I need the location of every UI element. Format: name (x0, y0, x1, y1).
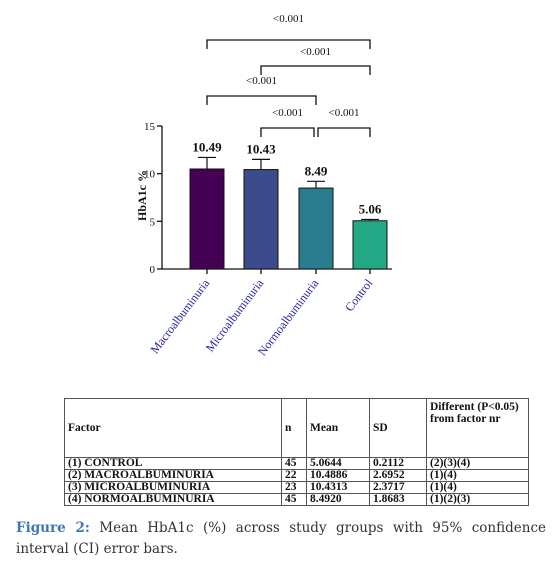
bar (189, 168, 225, 270)
cell-factor: (2) MACROALBUMINURIA (64, 469, 282, 482)
table-header-row: Factor n Mean SD Different (P<0.05) from… (64, 398, 529, 458)
bar (243, 169, 279, 270)
cell-different: (1)(2)(3) (426, 493, 529, 506)
significance-label: <0.001 (272, 107, 303, 119)
cell-factor: (3) MICROALBUMINURIA (64, 481, 282, 494)
cell-mean: 8.4920 (306, 493, 370, 506)
cell-sd: 2.6952 (369, 469, 427, 482)
cell-n: 23 (281, 481, 307, 494)
caption-label: Figure 2: (16, 520, 90, 536)
cell-sd: 2.3717 (369, 481, 427, 494)
y-tick-label: 15 (144, 121, 156, 133)
significance-label: <0.001 (246, 75, 277, 87)
table-row: (2) MACROALBUMINURIA 22 10.4886 2.6952 (… (64, 469, 529, 482)
bar (298, 187, 334, 270)
bar (352, 220, 388, 270)
cell-mean: 5.0644 (306, 457, 370, 470)
header-different: Different (P<0.05) from factor nr (426, 398, 529, 458)
cell-n: 45 (281, 457, 307, 470)
bar-chart: <0.001 <0.001 <0.001 <0.001 <0.001 0 5 10 15 HbA… (135, 13, 392, 358)
significance-bracket (206, 39, 371, 49)
cell-mean: 10.4886 (306, 469, 370, 482)
cell-sd: 1.8683 (369, 493, 427, 506)
stats-table: Factor n Mean SD Different (P<0.05) from… (64, 398, 529, 506)
chart-bars (189, 156, 388, 270)
data-label: 8.49 (305, 163, 328, 178)
cell-sd: 0.2112 (369, 457, 427, 470)
cell-n: 45 (281, 493, 307, 506)
significance-bracket (260, 65, 371, 75)
y-tick-label: 5 (150, 216, 156, 228)
significance-label: <0.001 (329, 107, 360, 119)
table-row: (3) MICROALBUMINURIA 23 10.4313 2.3717 (… (64, 481, 529, 494)
caption-text: Mean HbA1c (%) across study groups with … (16, 520, 546, 557)
x-category-label: Microalbuminuria (203, 276, 267, 355)
cell-factor: (1) CONTROL (64, 457, 282, 470)
cell-different: (1)(4) (426, 481, 529, 494)
y-tick-label: 0 (150, 264, 156, 276)
y-tick-label: 10 (144, 169, 156, 181)
header-n: n (281, 398, 307, 458)
table-row: (4) NORMOALBUMINURIA 45 8.4920 1.8683 (1… (64, 493, 529, 506)
cell-different: (1)(4) (426, 469, 529, 482)
significance-label: <0.001 (273, 13, 304, 25)
data-label: 10.49 (192, 139, 222, 154)
significance-bracket (206, 95, 317, 105)
y-axis-label: HbA1c % (135, 170, 149, 221)
significance-bracket (260, 127, 315, 137)
header-sd: SD (369, 398, 427, 458)
cell-factor: (4) NORMOALBUMINURIA (64, 493, 282, 506)
data-label: 10.43 (246, 141, 276, 156)
table-row: (1) CONTROL 45 5.0644 0.2112 (2)(3)(4) (64, 457, 529, 470)
cell-mean: 10.4313 (306, 481, 370, 494)
x-category-label: Normoalbuminuria (255, 276, 322, 358)
cell-different: (2)(3)(4) (426, 457, 529, 470)
significance-label: <0.001 (300, 46, 331, 58)
significance-brackets: <0.001 <0.001 <0.001 <0.001 <0.001 (206, 13, 371, 137)
x-category-label: Control (342, 276, 376, 314)
significance-bracket (317, 127, 371, 137)
cell-n: 22 (281, 469, 307, 482)
data-label: 5.06 (359, 201, 382, 216)
header-factor: Factor (64, 398, 282, 458)
figure-caption: Figure 2: Mean HbA1c (%) across study gr… (16, 518, 546, 560)
header-mean: Mean (306, 398, 370, 458)
